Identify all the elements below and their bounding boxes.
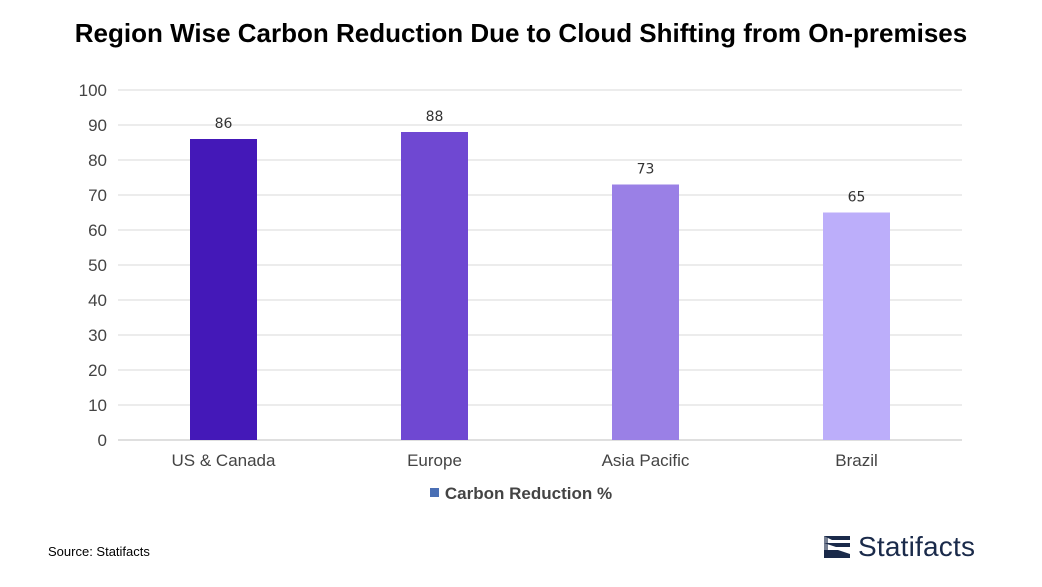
y-tick-label: 50 bbox=[88, 256, 107, 275]
bar bbox=[190, 139, 257, 440]
data-label: 73 bbox=[637, 162, 655, 178]
bar bbox=[401, 132, 468, 440]
legend-label: Carbon Reduction % bbox=[444, 484, 613, 503]
x-category-label: Brazil bbox=[835, 451, 878, 470]
bar bbox=[612, 184, 679, 440]
legend: Carbon Reduction % bbox=[0, 484, 1042, 504]
legend-swatch bbox=[429, 488, 439, 497]
brand-logo: Statifacts bbox=[822, 527, 975, 567]
x-category-label: US & Canada bbox=[172, 451, 276, 470]
bar bbox=[823, 212, 890, 440]
y-tick-label: 40 bbox=[88, 291, 107, 310]
y-tick-label: 70 bbox=[88, 186, 107, 205]
data-labels: 86 88 73 65 bbox=[215, 109, 866, 206]
y-tick-label: 0 bbox=[98, 431, 107, 450]
statifacts-logo-icon bbox=[824, 536, 850, 558]
y-axis-tick-labels: 0 10 20 30 40 50 60 70 80 90 100 bbox=[79, 81, 107, 450]
brand-name: Statifacts bbox=[858, 531, 976, 562]
data-label: 86 bbox=[215, 116, 233, 132]
y-tick-label: 90 bbox=[88, 116, 107, 135]
bars bbox=[190, 132, 890, 440]
data-label: 88 bbox=[426, 109, 444, 125]
x-category-label: Asia Pacific bbox=[602, 451, 690, 470]
data-label: 65 bbox=[848, 190, 866, 206]
x-axis-category-labels: US & Canada Europe Asia Pacific Brazil bbox=[172, 451, 878, 470]
x-category-label: Europe bbox=[407, 451, 462, 470]
y-tick-label: 10 bbox=[88, 396, 107, 415]
chart-title: Region Wise Carbon Reduction Due to Clou… bbox=[74, 18, 968, 48]
y-tick-label: 30 bbox=[88, 326, 107, 345]
y-tick-label: 80 bbox=[88, 151, 107, 170]
y-tick-label: 100 bbox=[79, 81, 107, 100]
y-tick-label: 60 bbox=[88, 221, 107, 240]
y-tick-label: 20 bbox=[88, 361, 107, 380]
grid-lines bbox=[118, 89, 962, 441]
source-note: Source: Statifacts bbox=[48, 544, 150, 559]
